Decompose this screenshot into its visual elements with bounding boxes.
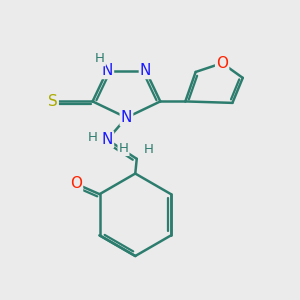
Text: H: H — [144, 143, 154, 157]
Text: S: S — [48, 94, 58, 109]
Text: H: H — [88, 131, 98, 144]
Text: O: O — [70, 176, 82, 191]
Text: N: N — [140, 63, 151, 78]
Text: O: O — [216, 56, 228, 70]
Text: H: H — [95, 52, 105, 65]
Text: N: N — [102, 132, 113, 147]
Text: N: N — [121, 110, 132, 125]
Text: H: H — [118, 142, 128, 155]
Text: N: N — [102, 63, 113, 78]
